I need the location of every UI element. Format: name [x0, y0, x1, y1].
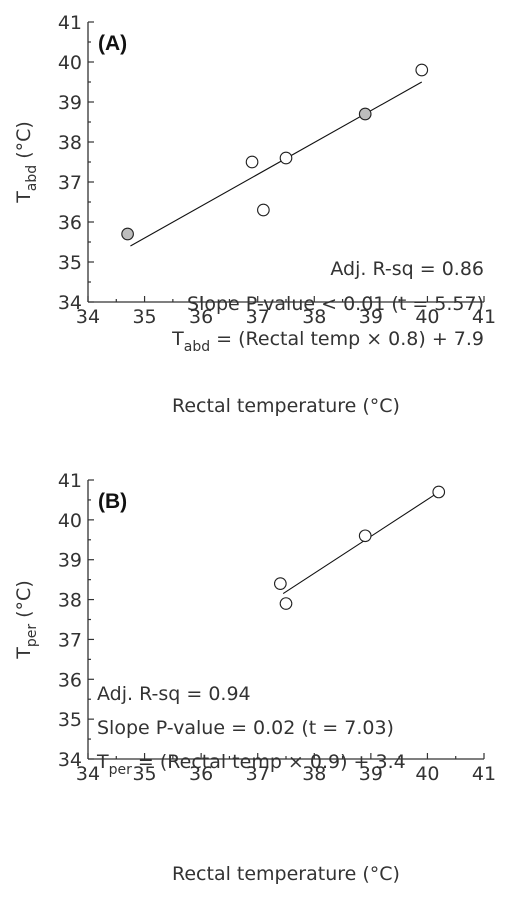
panel-b-data-point: [432, 485, 446, 499]
panel-b-x-tick-label: 35: [132, 763, 156, 785]
panel-b-data-point: [279, 597, 293, 610]
panel-b: 34 35 36 37 38 39 40 41 34 35 36 37 38 39 40 41 (B) Adj…: [13, 470, 496, 885]
panel-a-y-tick-label: 36: [58, 212, 82, 234]
panel-b-y-tick-label: 34: [58, 749, 82, 771]
panel-a-data-point: [121, 227, 134, 241]
panel-b-y-tick-label: 39: [58, 550, 82, 572]
panel-a-data-point: [279, 151, 293, 165]
panel-b-points: [273, 485, 446, 610]
panel-a-r2-annotation: Adj. R-sq = 0.86: [330, 258, 484, 280]
panel-b-x-tick-label: 40: [415, 763, 439, 785]
panel-b-ticks: 34 35 36 37 38 39 40 41 34 35 36 37 38 39 40 41: [58, 470, 496, 785]
panel-b-data-point: [273, 577, 287, 590]
panel-a-y-tick-label: 41: [58, 12, 82, 34]
panel-a-fit-line: [130, 81, 423, 247]
panel-a-points: [121, 63, 429, 241]
panel-a-x-tick-label: 40: [415, 306, 439, 328]
panel-b-pvalue-annotation: Slope P-value = 0.02 (t = 7.03): [97, 717, 394, 739]
panel-b-ylabel-unit: (°C): [13, 580, 35, 624]
panel-b-ylabel-main: T: [13, 647, 35, 660]
panel-b-x-tick-label: 37: [246, 763, 270, 785]
panel-a-y-tick-label: 38: [58, 132, 82, 154]
panel-b-y-tick-label: 36: [58, 669, 82, 691]
panel-a-x-tick-label: 39: [359, 306, 383, 328]
panel-b-y-axis-title: Tper (°C): [13, 580, 40, 660]
panel-a-y-tick-label: 40: [58, 52, 82, 74]
panel-b-x-tick-label: 38: [302, 763, 326, 785]
panel-a-y-tick-label: 39: [58, 92, 82, 114]
panel-a-eq-rest: = (Rectal temp × 0.8) + 7.9: [210, 328, 484, 350]
panel-a-x-tick-label: 35: [132, 306, 156, 328]
panel-a-x-tick-label: 38: [302, 306, 326, 328]
panel-a-data-point: [257, 203, 270, 217]
panel-a-data-point: [245, 155, 259, 169]
panel-b-label: (B): [98, 490, 127, 513]
panel-b-equation-annotation: Tper = (Rectal temp × 0.9) + 3.4: [96, 751, 406, 778]
panel-b-ylabel-sub: per: [24, 624, 40, 648]
panel-b-r2-annotation: Adj. R-sq = 0.94: [97, 683, 251, 705]
panel-b-eq-rest: = (Rectal temp × 0.9) + 3.4: [132, 751, 406, 773]
panel-b-eq-sub: per: [109, 762, 133, 778]
panel-a-equation-annotation: Tabd = (Rectal temp × 0.8) + 7.9: [171, 328, 484, 355]
panel-b-eq-main: T: [96, 751, 109, 773]
panel-a-ylabel-unit: (°C): [13, 121, 35, 165]
panel-a-y-tick-label: 35: [58, 252, 82, 274]
panel-a-eq-main: T: [171, 328, 184, 350]
panel-a-data-point: [358, 107, 372, 121]
panel-b-y-tick-label: 37: [58, 629, 82, 651]
panel-b-y-tick-label: 41: [58, 470, 82, 492]
panel-a: 34 35 36 37 38 39 40 41 34 35 36 37 38 39 40 41 (A) Adj…: [13, 12, 496, 417]
panel-b-y-tick-label: 40: [58, 510, 82, 532]
panel-a-x-tick-label: 37: [246, 306, 270, 328]
panel-a-eq-sub: abd: [184, 339, 210, 355]
panel-a-data-point: [415, 63, 429, 77]
panel-b-x-axis-title: Rectal temperature (°C): [172, 863, 400, 885]
panel-a-y-tick-label: 37: [58, 172, 82, 194]
panel-a-label: (A): [98, 32, 127, 55]
panel-a-y-axis-title: Tabd (°C): [13, 121, 40, 204]
panel-b-fit-line: [282, 493, 437, 595]
panel-a-ylabel-sub: abd: [24, 165, 40, 191]
panel-a-x-tick-label: 34: [76, 306, 100, 328]
panel-b-x-tick-label: 39: [359, 763, 383, 785]
panel-b-x-tick-label: 41: [472, 763, 496, 785]
panel-b-x-tick-label: 36: [189, 763, 213, 785]
panel-a-pvalue-annotation: Slope P-value < 0.01 (t = 5.57): [187, 293, 484, 315]
panel-a-ylabel-main: T: [13, 191, 35, 204]
panel-a-x-tick-label: 36: [189, 306, 213, 328]
panel-b-data-point: [358, 529, 372, 543]
panel-a-ticks: 34 35 36 37 38 39 40 41 34 35 36 37 38 39 40 41: [58, 12, 496, 328]
panel-a-y-tick-label: 34: [58, 292, 82, 314]
panel-b-y-tick-label: 38: [58, 590, 82, 612]
panel-b-y-tick-label: 35: [58, 709, 82, 731]
panel-a-x-tick-label: 41: [472, 306, 496, 328]
panel-b-x-tick-label: 34: [76, 763, 100, 785]
panel-a-x-axis-title: Rectal temperature (°C): [172, 395, 400, 417]
